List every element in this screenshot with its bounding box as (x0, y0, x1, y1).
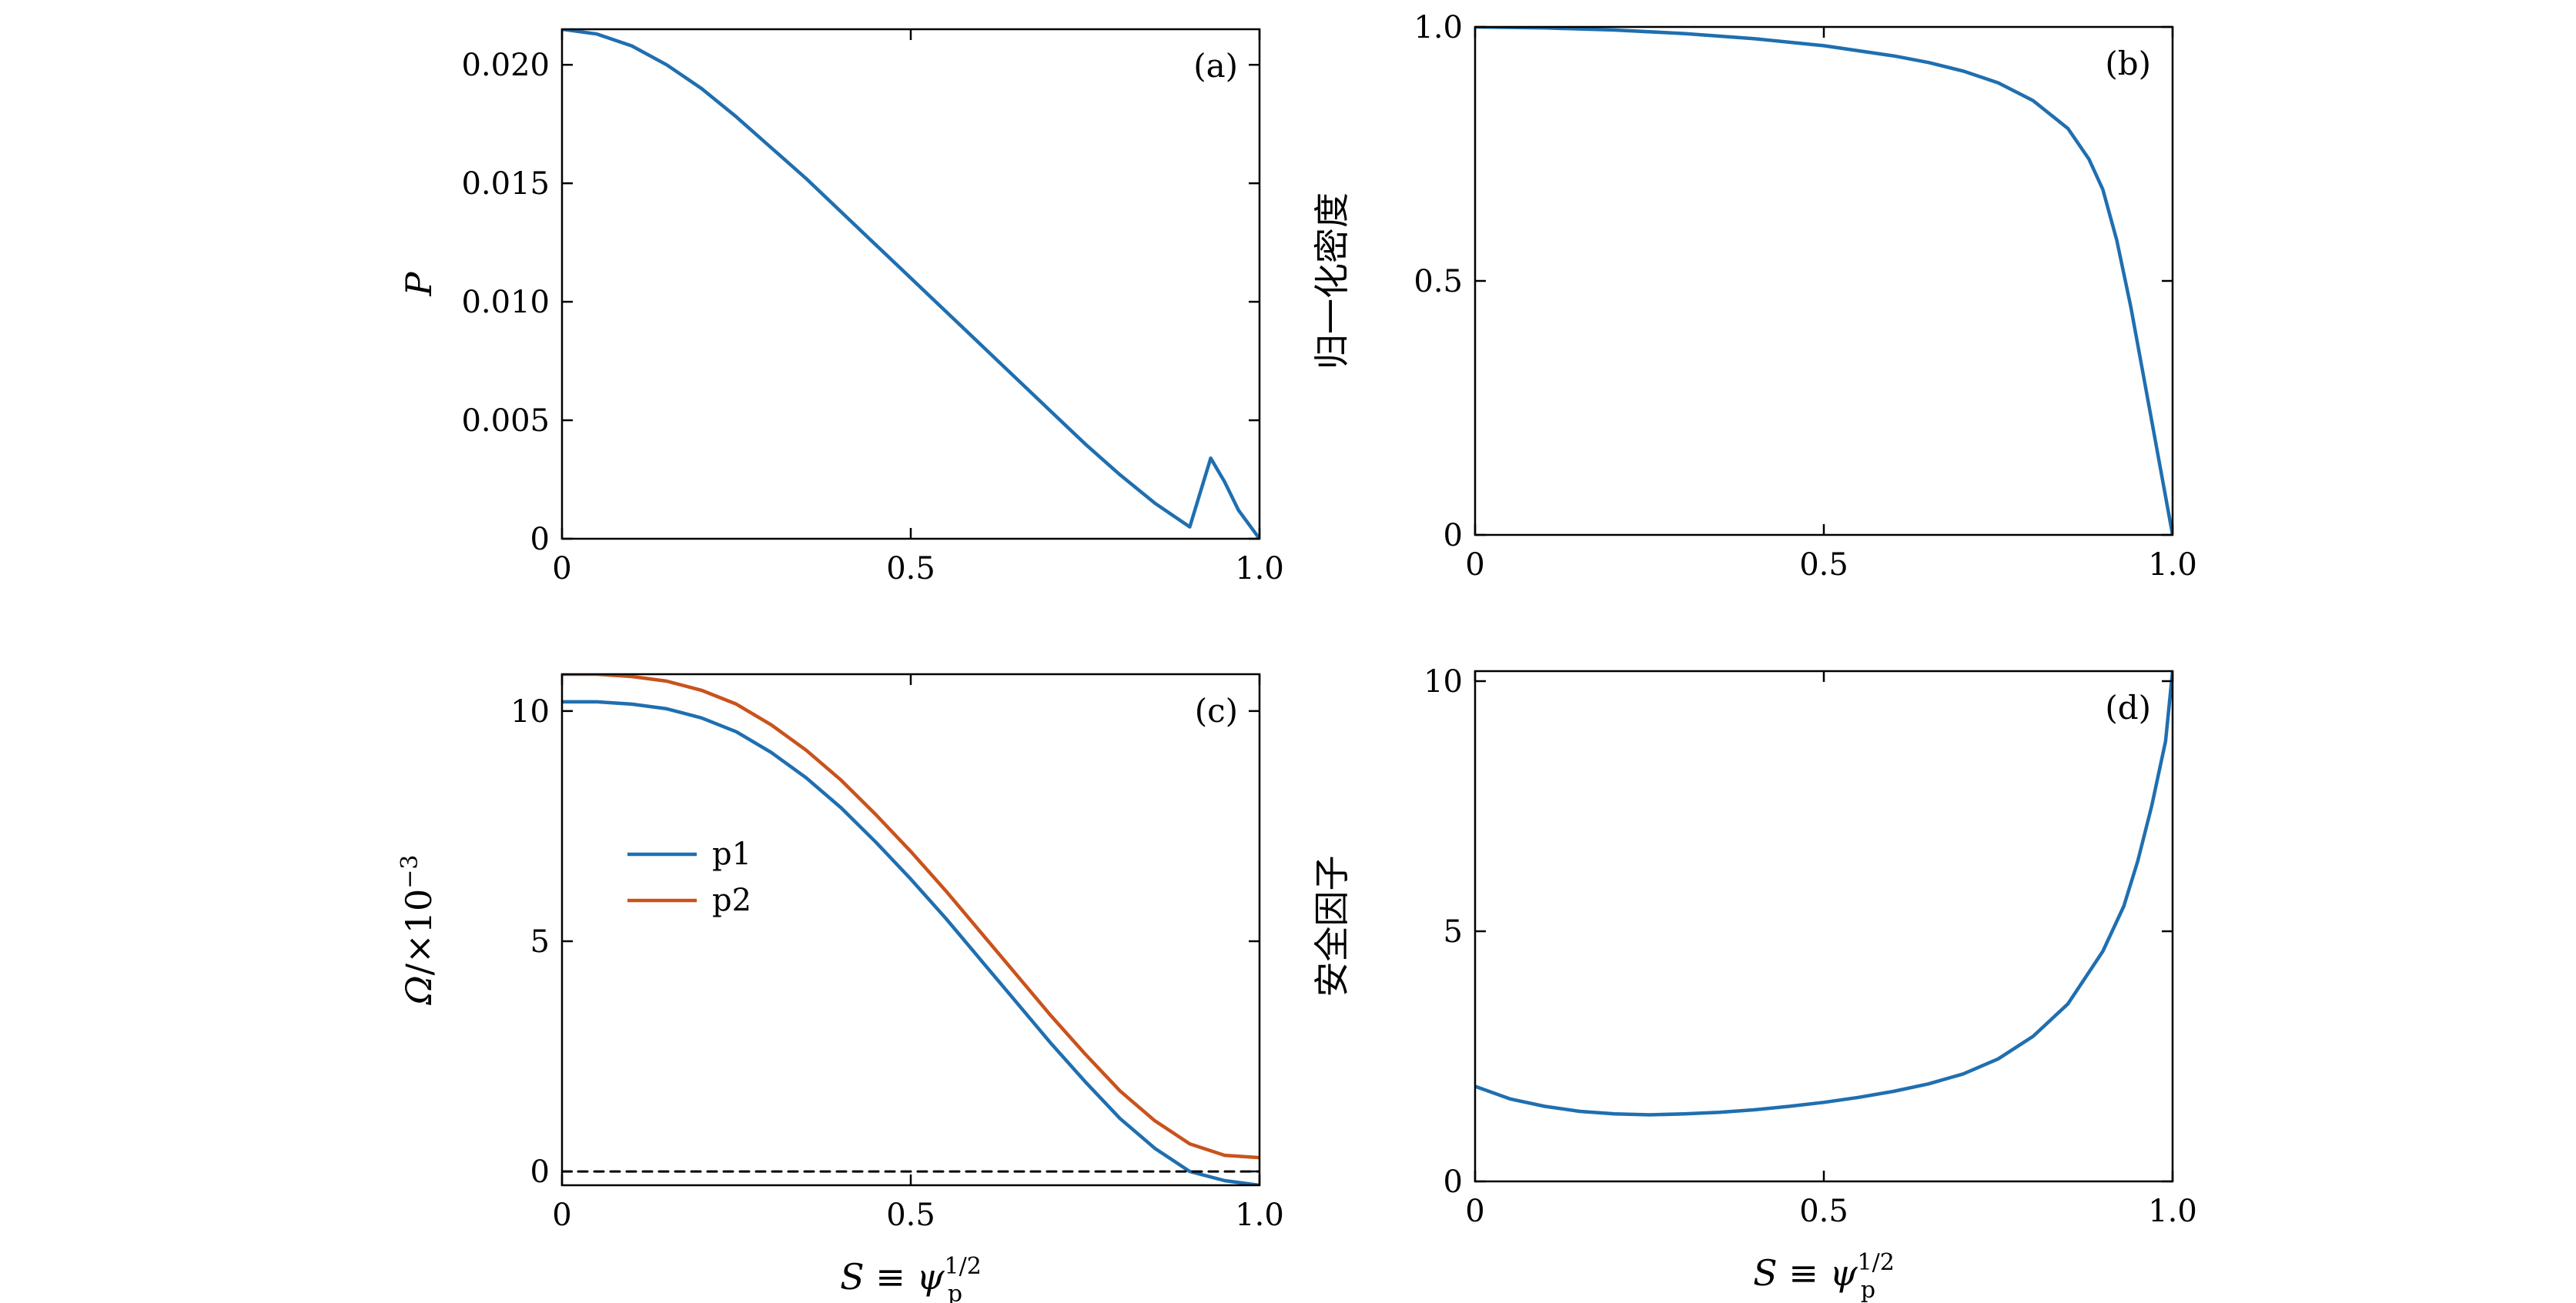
panel-c-x-axis-label: S ≡ ψ1/2 p (840, 1253, 982, 1303)
panel-a-ticks: 0 0.5 1.0 0 0.005 0.010 0.015 0.020 (461, 29, 1284, 586)
panel-b-y-tick-label: 0.5 (1413, 264, 1463, 299)
panel-a-pressure: 0 0.5 1.0 0 0.005 0.010 0.015 0.020 (a) P (398, 28, 1284, 586)
panel-b-frame (1474, 25, 2174, 536)
panel-d-y-tick-label: 5 (1444, 914, 1463, 950)
panel-d-frame (1474, 670, 2174, 1183)
omega-unit: /×10 (398, 889, 440, 976)
panel-c-plot-area (562, 674, 1260, 1185)
panel-b-y-tick-label: 0 (1444, 518, 1463, 553)
panel-b-x-tick-label: 1.0 (2148, 547, 2197, 583)
panel-a-y-tick-label: 0 (530, 522, 550, 557)
panel-c-y-tick-label: 0 (530, 1154, 550, 1190)
panel-b-plot-area (1475, 27, 2173, 535)
legend-label-p1: p1 (712, 837, 751, 872)
panel-d-y-axis-label: 安全因子 (1311, 856, 1353, 997)
panel-c-y-axis-label: Ω/×10−3 (396, 855, 440, 1006)
panel-d-y-tick-label: 0 (1444, 1164, 1463, 1200)
panel-d-series-1-line (1475, 671, 2173, 1117)
panel-c-y-tick-label: 5 (530, 924, 550, 960)
panel-d-x-axis-label: S ≡ ψ1/2 p (1753, 1249, 1895, 1303)
panel-c-series-p2-line (562, 674, 1260, 1160)
panel-b-x-tick-label: 0.5 (1799, 547, 1848, 583)
panel-d-plot-area (1475, 671, 2173, 1117)
panel-c-x-tick-label: 1.0 (1235, 1198, 1284, 1233)
panel-b-y-axis-label: 归一化密度 (1311, 192, 1353, 369)
legend-label-p2: p2 (712, 883, 751, 918)
panel-a-y-tick-label: 0.015 (461, 166, 550, 202)
panel-c-frame (560, 673, 1261, 1187)
panel-b-y-tick-label: 1.0 (1413, 10, 1463, 45)
panel-d-x-tick-label: 0 (1465, 1194, 1484, 1229)
panel-a-series-1-line (562, 29, 1260, 539)
panel-c-tag: (c) (1195, 692, 1238, 730)
panel-c-y-tick-label: 10 (510, 694, 550, 730)
panel-a-x-tick-label: 0.5 (886, 551, 935, 586)
panel-a-y-tick-label: 0.020 (461, 48, 550, 83)
panel-c-x-tick-label: 0 (552, 1198, 571, 1233)
panel-a-tag: (a) (1193, 47, 1238, 85)
omega-symbol: Ω (398, 975, 440, 1005)
panel-b-series-1-line (1475, 27, 2173, 535)
panel-d-ticks: 0 0.5 1.0 0 5 10 (1423, 664, 2197, 1229)
panel-c-ticks: 0 0.5 1.0 0 5 10 (510, 674, 1284, 1233)
panel-d-safety-factor: 0 0.5 1.0 0 5 10 (d) 安全因子 S ≡ ψ1/2 p (1311, 664, 2197, 1303)
panel-b-ticks: 0 0.5 1.0 0 0.5 1.0 (1413, 10, 2196, 583)
panel-a-y-axis-label: P (398, 271, 440, 296)
panel-c-x-tick-label: 0.5 (886, 1198, 935, 1233)
panel-a-x-tick-label: 1.0 (1235, 551, 1284, 586)
panel-a-y-tick-label: 0.005 (461, 403, 550, 439)
panel-a-frame (560, 28, 1261, 540)
panel-b-tag: (b) (2105, 45, 2151, 82)
panel-b-x-tick-label: 0 (1465, 547, 1484, 583)
panel-d-tag: (d) (2105, 689, 2151, 727)
panel-c-series-p1-line (562, 700, 1260, 1185)
omega-exponent: −3 (396, 855, 423, 889)
panel-a-plot-area (562, 29, 1260, 539)
panel-a-y-tick-label: 0.010 (461, 285, 550, 320)
panel-d-x-tick-label: 0.5 (1799, 1194, 1848, 1229)
panel-d-x-tick-label: 1.0 (2148, 1194, 2197, 1229)
panel-d-y-tick-label: 10 (1423, 664, 1463, 700)
panel-a-x-tick-label: 0 (552, 551, 571, 586)
panel-b-normalized-density: 0 0.5 1.0 0 0.5 1.0 (b) 归一化密度 (1311, 10, 2197, 583)
